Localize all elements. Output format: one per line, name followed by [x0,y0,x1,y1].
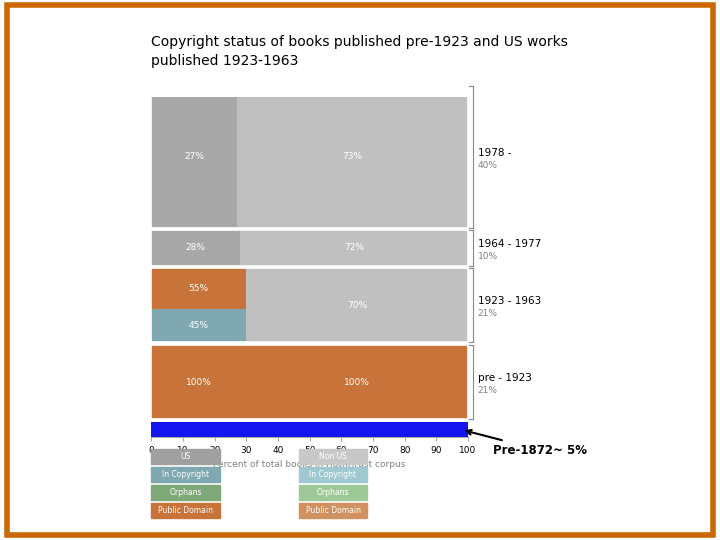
Bar [151,268,468,342]
Bar [237,86,468,227]
Bar [151,345,468,420]
Text: 21%: 21% [477,386,498,395]
Text: 40%: 40% [477,161,498,170]
Bar [240,230,468,266]
Text: pre - 1923: pre - 1923 [477,373,531,383]
Bar [151,230,468,266]
Bar [246,345,468,420]
Text: 10%: 10% [477,252,498,261]
Bar [246,268,468,342]
Text: Non US: Non US [319,453,347,461]
Text: Public Domain: Public Domain [158,506,213,515]
Text: Orphans: Orphans [169,488,202,497]
Bar [151,230,240,266]
Text: 100%: 100% [344,378,370,387]
Text: 100%: 100% [186,378,212,387]
Bar [151,422,468,437]
Text: 45%: 45% [189,321,209,330]
X-axis label: Percent of total books in HathiTrust corpus: Percent of total books in HathiTrust cor… [213,460,406,469]
Bar [151,86,237,227]
Bar [151,268,246,309]
Text: 27%: 27% [184,152,204,161]
Text: 21%: 21% [477,309,498,319]
Text: Copyright status of books published pre-1923 and US works
published 1923-1963: Copyright status of books published pre-… [151,35,568,68]
Text: 73%: 73% [342,152,362,161]
Text: 28%: 28% [186,244,205,252]
Text: 72%: 72% [344,244,364,252]
Bar [151,345,246,420]
Text: US: US [180,453,191,461]
Bar [151,309,246,342]
Text: 70%: 70% [347,301,367,310]
Text: Orphans: Orphans [317,488,349,497]
Text: 1978 -: 1978 - [477,148,511,158]
Text: 1964 - 1977: 1964 - 1977 [477,239,541,249]
Text: 55%: 55% [189,284,209,293]
Text: 1923 - 1963: 1923 - 1963 [477,296,541,306]
Text: In Copyright: In Copyright [162,470,209,479]
Text: Pre-1872~ 5%: Pre-1872~ 5% [467,430,588,457]
Text: Public Domain: Public Domain [305,506,361,515]
Bar [151,86,468,227]
Text: In Copyright: In Copyright [310,470,356,479]
